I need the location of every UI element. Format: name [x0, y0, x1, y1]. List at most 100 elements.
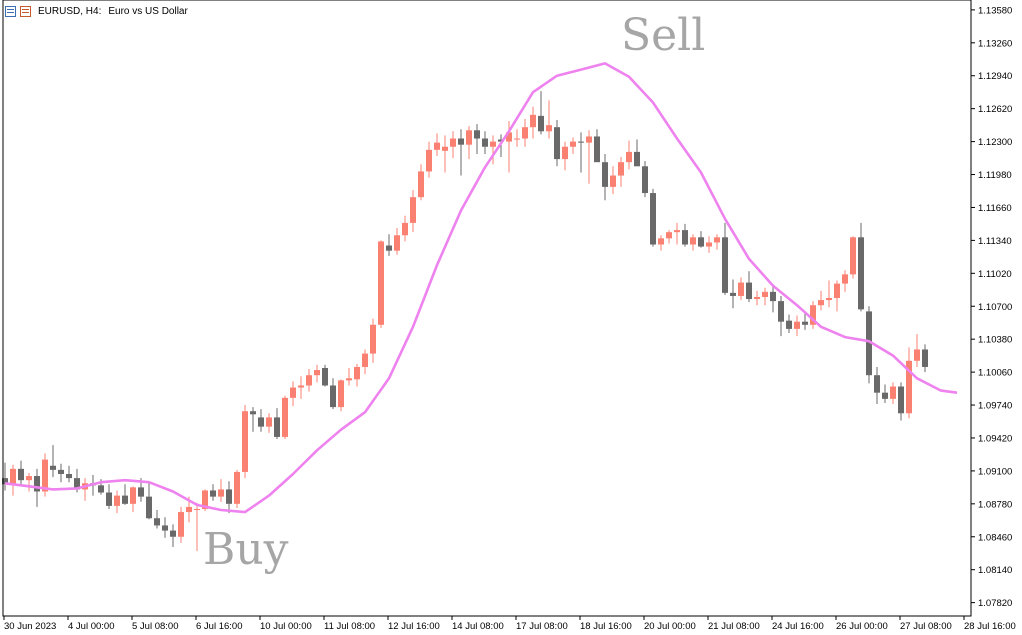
time-tick-label: 12 Jul 16:00 — [388, 621, 440, 632]
candle-body — [18, 468, 24, 481]
price-tick-label: 1.12300 — [978, 137, 1012, 148]
candle-body — [810, 305, 816, 325]
price-tick-label: 1.08140 — [978, 565, 1012, 576]
candle-body — [738, 282, 744, 296]
candle-body — [570, 141, 576, 147]
candle-body — [890, 386, 896, 399]
candle — [642, 161, 648, 198]
candle — [650, 188, 656, 247]
time-tick-label: 24 Jul 16:00 — [772, 621, 824, 632]
price-tick-label: 1.09420 — [978, 433, 1012, 444]
candle-body — [178, 512, 184, 537]
candle-body — [10, 468, 16, 485]
price-tick-label: 1.10700 — [978, 302, 1012, 313]
candle — [682, 223, 688, 247]
candle — [586, 130, 592, 184]
candle-body — [898, 386, 904, 414]
candle-body — [642, 166, 648, 194]
candle-body — [666, 232, 672, 239]
timeframe-icon[interactable] — [20, 5, 31, 17]
candle-body — [498, 139, 504, 142]
time-tick-label: 14 Jul 08:00 — [452, 621, 504, 632]
candle-body — [298, 385, 304, 388]
candle — [354, 363, 360, 387]
candle — [810, 301, 816, 329]
chart-header: EURUSD, H4: Euro vs US Dollar — [5, 3, 188, 19]
candle — [410, 189, 416, 233]
time-tick-label: 26 Jul 00:00 — [836, 621, 888, 632]
candle-body — [546, 125, 552, 132]
candle-body — [114, 495, 120, 506]
candle-body — [538, 115, 544, 132]
candle — [914, 334, 920, 367]
candle-body — [874, 375, 880, 393]
candle — [122, 484, 128, 505]
candle — [290, 381, 296, 407]
candle-body — [98, 485, 104, 493]
candle — [754, 290, 760, 306]
candle — [882, 384, 888, 403]
price-tick-label: 1.12620 — [978, 104, 1012, 115]
candle-body — [418, 171, 424, 198]
candle-body — [618, 162, 624, 176]
candle — [834, 280, 840, 312]
candle-body — [626, 151, 632, 163]
candle — [898, 382, 904, 421]
candle-body — [394, 235, 400, 251]
candle — [346, 367, 352, 386]
candle — [674, 222, 680, 245]
candle-body — [362, 353, 368, 367]
price-tick-label: 1.13580 — [978, 5, 1012, 16]
candle-body — [226, 489, 232, 504]
time-tick-label: 11 Jul 08:00 — [324, 621, 375, 632]
candle-body — [282, 397, 288, 437]
price-tick-label: 1.11020 — [978, 269, 1012, 280]
candle-body — [482, 138, 488, 147]
candle-body — [186, 506, 192, 513]
candle — [322, 364, 328, 387]
candle-body — [250, 411, 256, 415]
candle — [402, 215, 408, 242]
candle — [146, 482, 152, 520]
candle-body — [74, 478, 80, 490]
candle — [162, 517, 168, 538]
candle — [330, 378, 336, 410]
candle — [242, 405, 248, 479]
candle-body — [26, 476, 32, 481]
candle — [426, 141, 432, 178]
candle-body — [802, 321, 808, 325]
time-tick-label: 27 Jul 08:00 — [900, 621, 952, 632]
candle — [58, 463, 64, 483]
candle — [826, 280, 832, 308]
candle — [690, 234, 696, 251]
candle-body — [58, 469, 64, 474]
symbol-icon[interactable] — [5, 5, 16, 17]
candle — [730, 279, 736, 309]
time-tick-label: 18 Jul 16:00 — [580, 621, 632, 632]
candle — [50, 445, 56, 478]
candle-body — [162, 525, 168, 531]
candle-body — [434, 142, 440, 150]
candle — [530, 106, 536, 139]
sell-annotation: Sell — [621, 10, 706, 61]
candle-body — [458, 138, 464, 145]
time-tick-label: 20 Jul 00:00 — [644, 621, 696, 632]
candle — [250, 407, 256, 432]
candle — [274, 408, 280, 440]
candle-body — [146, 496, 152, 519]
candle — [258, 409, 264, 432]
candle — [474, 124, 480, 154]
candle — [226, 481, 232, 514]
candle-body — [354, 366, 360, 380]
candle-body — [794, 321, 800, 329]
candle-body — [730, 292, 736, 296]
candle — [538, 91, 544, 135]
candle-body — [410, 197, 416, 223]
candle-body — [466, 130, 472, 145]
price-tick-label: 1.07820 — [978, 598, 1012, 609]
candle — [546, 100, 552, 139]
candle — [802, 312, 808, 330]
price-tick-label: 1.11660 — [978, 203, 1012, 214]
candle-body — [834, 283, 840, 299]
